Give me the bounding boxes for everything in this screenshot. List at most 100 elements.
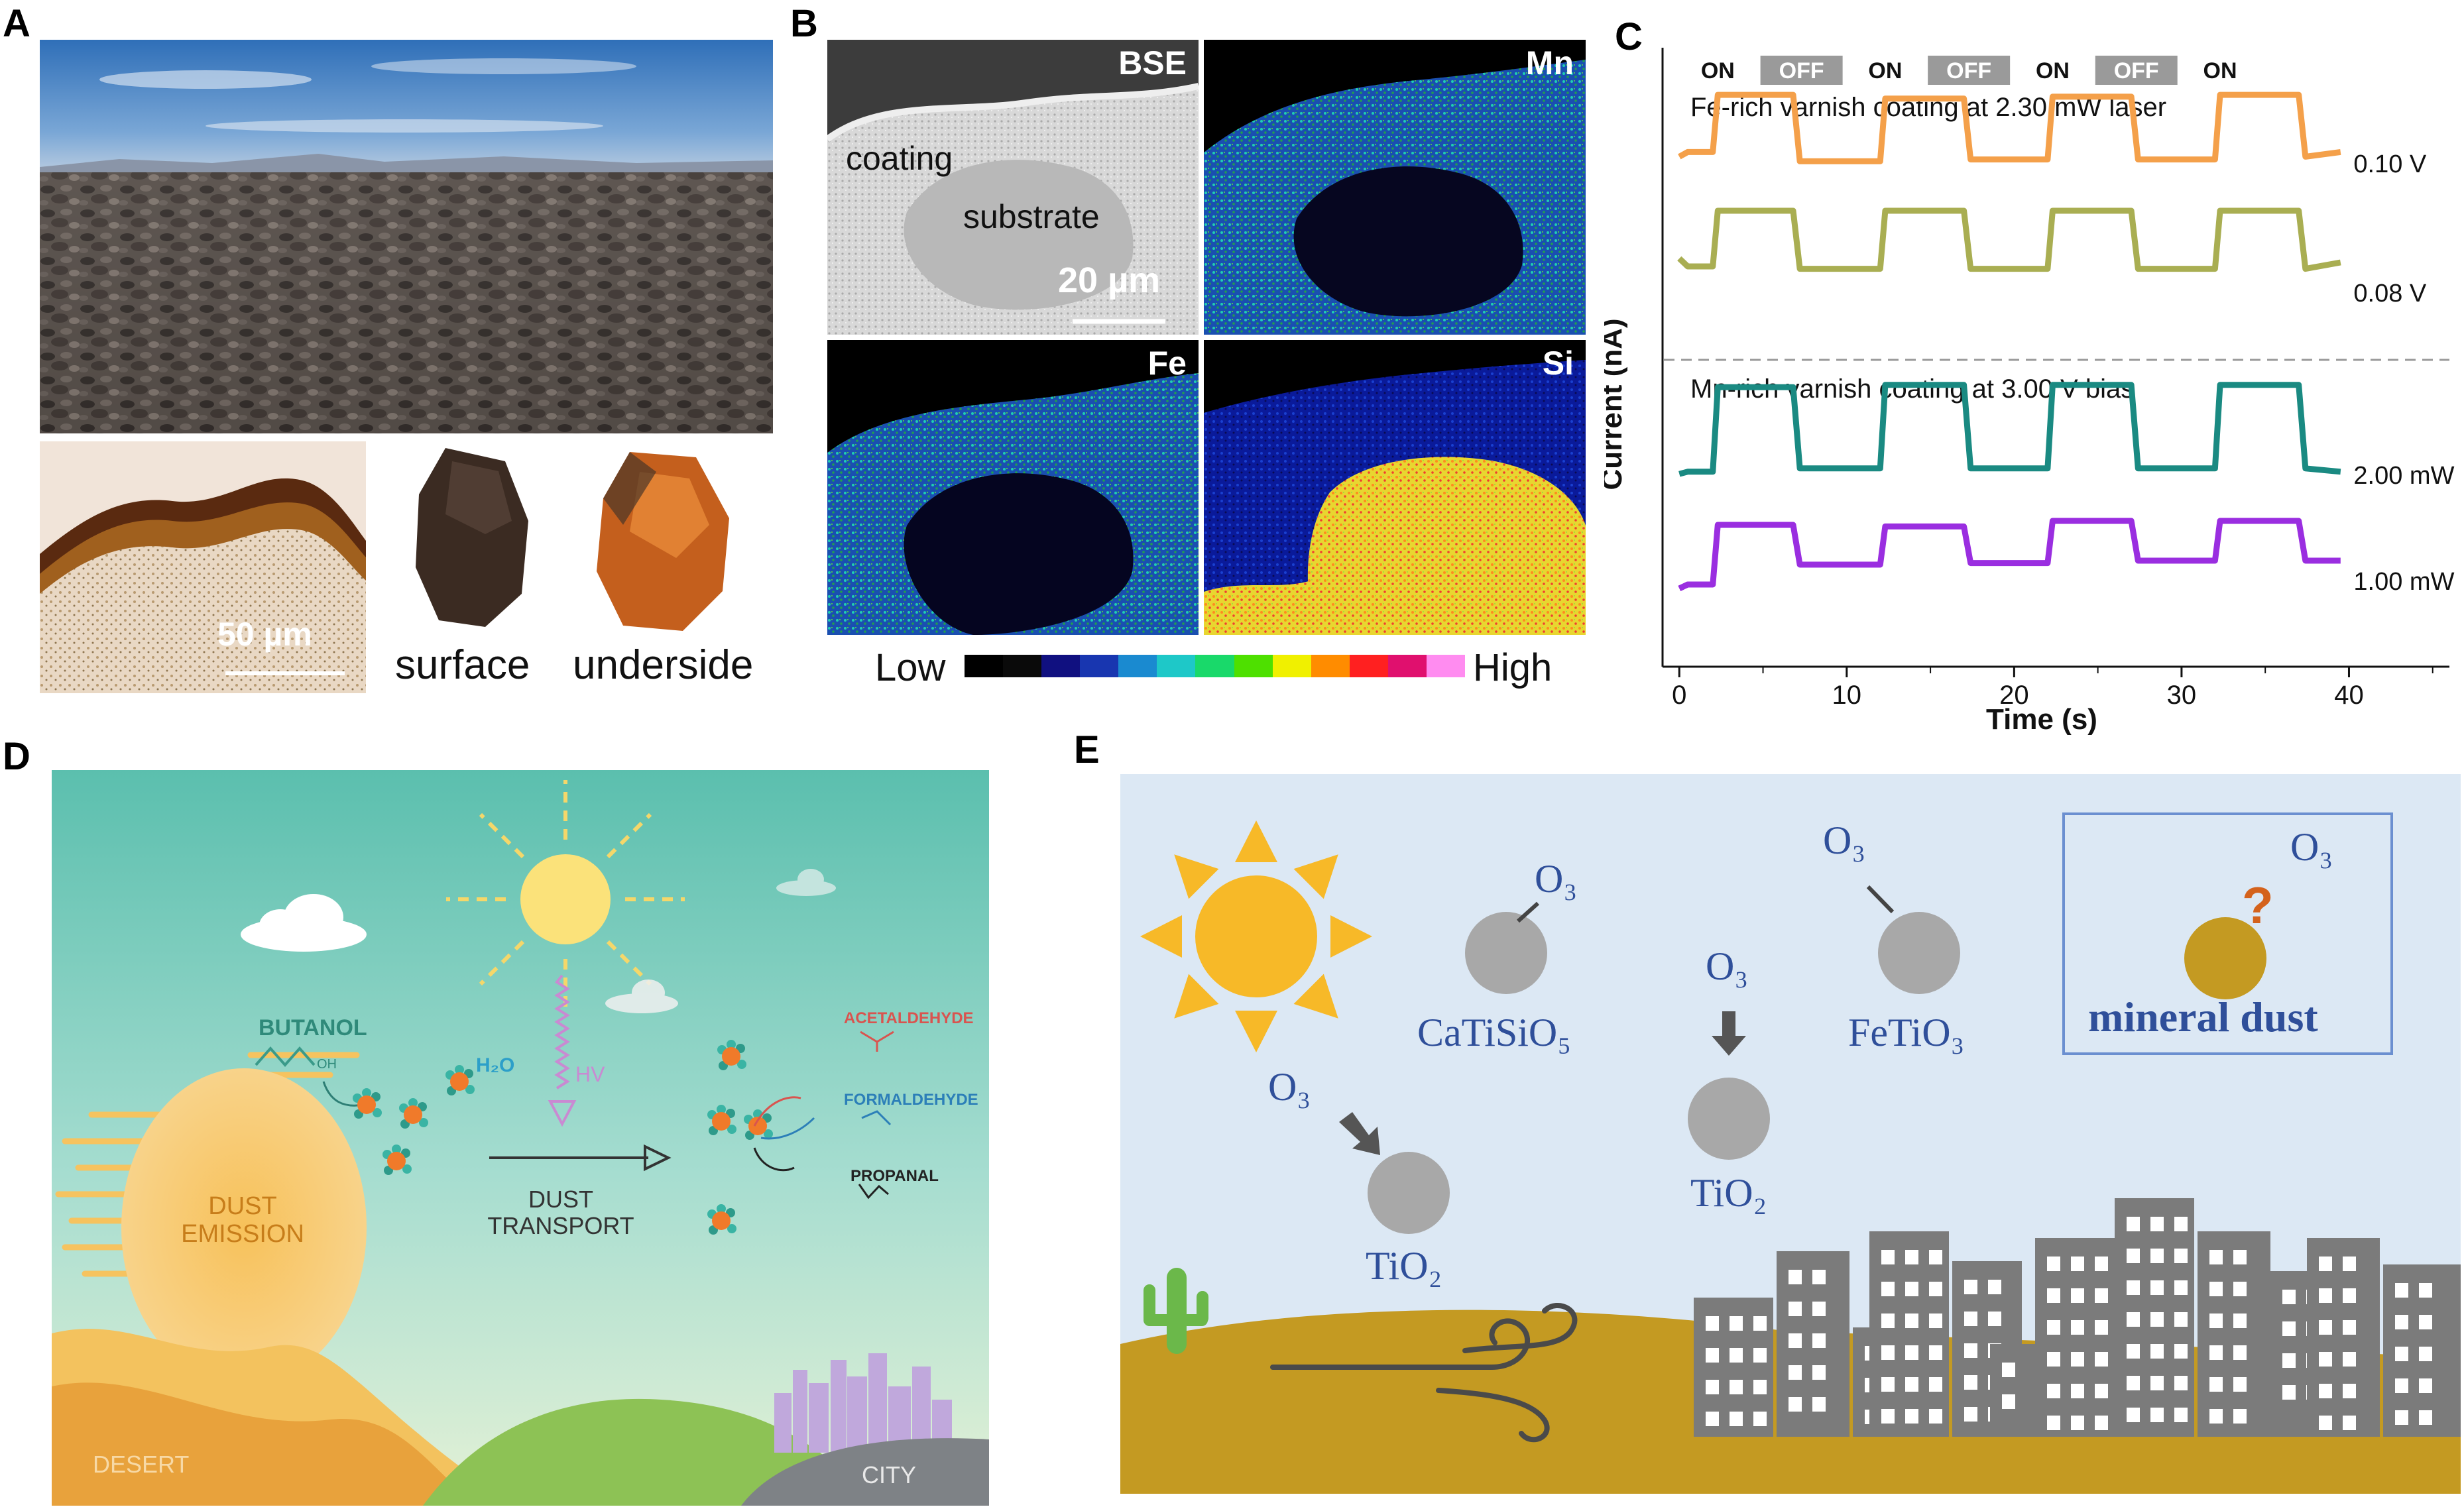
dust-emission-label-2: EMISSION bbox=[181, 1220, 304, 1248]
state-label-on: ON bbox=[1701, 58, 1735, 84]
off-state-box bbox=[1760, 56, 1843, 85]
o3-label-mineral: O₃ bbox=[2290, 825, 2333, 869]
mn-map-label: Mn bbox=[1525, 44, 1574, 82]
mn-map: Mn bbox=[1204, 40, 1586, 335]
varnish-micrograph: 50 µm bbox=[40, 441, 366, 693]
sun-icon bbox=[1140, 820, 1372, 1052]
question-mark: ? bbox=[2242, 876, 2274, 934]
series-label-3: 2.00 mW bbox=[2353, 462, 2454, 490]
sun-ray bbox=[1140, 915, 1182, 958]
fetio3-label: FeTiO₃ bbox=[1848, 1011, 1964, 1054]
formaldehyde-label: FORMALDEHYDE bbox=[844, 1091, 978, 1109]
o3-label-tio2-left: O₃ bbox=[1268, 1065, 1311, 1109]
o3-label-tio2-mid: O₃ bbox=[1706, 944, 1748, 988]
cloud-icon-small bbox=[605, 979, 678, 1013]
sun-ray bbox=[1293, 974, 1338, 1019]
h2o-label: H₂O bbox=[476, 1054, 514, 1076]
colorbar-segment bbox=[1387, 655, 1427, 677]
colorbar-segment bbox=[1311, 655, 1350, 677]
ozone-mineral-illustration: O₃ CaTiSiO₅ O₃ FeTiO₃ O₃ TiO₂ O₃ TiO₂ O₃… bbox=[1120, 774, 2461, 1494]
sun-ray bbox=[1235, 820, 1277, 862]
bse-map: BSE coating substrate 20 µm bbox=[827, 40, 1199, 335]
colorbar bbox=[965, 655, 1466, 677]
butanol-molecule bbox=[255, 1046, 316, 1068]
sun-icon bbox=[446, 780, 685, 1012]
si-map: Si bbox=[1204, 340, 1586, 635]
building bbox=[1990, 1344, 2040, 1437]
series-label-1: 0.10 V bbox=[2353, 150, 2427, 178]
tio2-label-mid: TiO₂ bbox=[1690, 1171, 1767, 1215]
panel-letter-a: A bbox=[3, 2, 30, 45]
dust-particle bbox=[445, 1065, 475, 1095]
colorbar-low-label: Low bbox=[875, 646, 946, 689]
series-line-1 bbox=[1678, 91, 2341, 164]
tio2-particle-left bbox=[1339, 1112, 1450, 1234]
photocurrent-chart: Current (nA) ON OFF ON OFF ON OFF ON Fe-rich v… bbox=[1604, 48, 2455, 736]
series-label-2: 0.08 V bbox=[2353, 280, 2427, 307]
rock-label-surface: surface bbox=[395, 642, 530, 688]
x-tick-label: 30 bbox=[2167, 681, 2197, 710]
panel-letter-b: B bbox=[790, 2, 818, 45]
fe-map-label: Fe bbox=[1147, 345, 1187, 382]
tio2-particle-mid bbox=[1688, 1011, 1770, 1160]
desert-hills-dark bbox=[52, 1382, 476, 1506]
x-axis-label: Time (s) bbox=[1986, 703, 2097, 736]
building bbox=[2307, 1238, 2380, 1437]
fe-map: Fe bbox=[827, 340, 1199, 635]
cloud-icon-faint bbox=[776, 869, 836, 896]
state-label-off: OFF bbox=[1779, 58, 1824, 84]
fetio3-particle bbox=[1866, 885, 1960, 994]
colorbar-segment bbox=[1272, 655, 1311, 677]
city-label: CITY bbox=[862, 1461, 916, 1488]
state-label-on: ON bbox=[1868, 58, 1902, 84]
sun-ray bbox=[1330, 915, 1372, 958]
desert-label: DESERT bbox=[93, 1451, 189, 1478]
x-tick-label: 0 bbox=[1672, 681, 1686, 710]
cloud-icon bbox=[241, 894, 367, 952]
rock-label-underside: underside bbox=[573, 642, 754, 688]
tio2-label-left: TiO₂ bbox=[1366, 1244, 1442, 1288]
colorbar-segment bbox=[1080, 655, 1119, 677]
oh-label: OH bbox=[317, 1057, 337, 1072]
x-tick-label: 10 bbox=[1832, 681, 1862, 710]
mineral-dust-particle bbox=[2184, 917, 2266, 999]
dust-particle bbox=[382, 1145, 412, 1175]
desert-photo bbox=[40, 40, 773, 433]
colorbar-segment bbox=[1118, 655, 1157, 677]
bse-coating-label: coating bbox=[846, 140, 953, 177]
bse-scale-label: 20 µm bbox=[1058, 260, 1161, 300]
desert-pavement-image bbox=[40, 40, 773, 433]
propanal-label: PROPANAL bbox=[851, 1167, 939, 1185]
catisio5-label: CaTiSiO₅ bbox=[1417, 1011, 1571, 1054]
cactus-icon bbox=[1144, 1268, 1208, 1354]
bse-substrate-label: substrate bbox=[963, 198, 1100, 235]
state-label-off: OFF bbox=[2114, 58, 2159, 84]
panel-letter-d: D bbox=[3, 735, 30, 778]
off-state-box bbox=[2095, 56, 2178, 85]
hv-photon-arrow bbox=[548, 974, 577, 1127]
building bbox=[2115, 1198, 2194, 1437]
dust-emission-cloud bbox=[55, 1052, 367, 1386]
rock-underside-image bbox=[597, 452, 729, 631]
building bbox=[1777, 1251, 1849, 1437]
panel-letter-e: E bbox=[1074, 728, 1100, 771]
o3-label-fetio3: O₃ bbox=[1823, 818, 1865, 862]
building bbox=[1694, 1298, 1773, 1437]
off-state-box bbox=[1928, 56, 2011, 85]
dust-particle bbox=[717, 1040, 746, 1070]
building bbox=[2198, 1231, 2270, 1437]
colorbar-high-label: High bbox=[1473, 646, 1553, 689]
dust-transport-label-2: TRANSPORT bbox=[487, 1212, 634, 1239]
colorbar-segment bbox=[1157, 655, 1196, 677]
mn-image bbox=[1204, 40, 1586, 335]
product-arrows bbox=[753, 1096, 815, 1172]
series-line-3 bbox=[1678, 382, 2341, 477]
building bbox=[1869, 1231, 1949, 1437]
dust-particles bbox=[353, 1040, 773, 1235]
formaldehyde-structure bbox=[861, 1110, 892, 1126]
bse-image bbox=[827, 40, 1199, 335]
dust-particle bbox=[707, 1105, 736, 1135]
fe-image bbox=[827, 340, 1199, 635]
dust-transport-label-1: DUST bbox=[528, 1186, 593, 1213]
si-map-label: Si bbox=[1542, 345, 1574, 382]
